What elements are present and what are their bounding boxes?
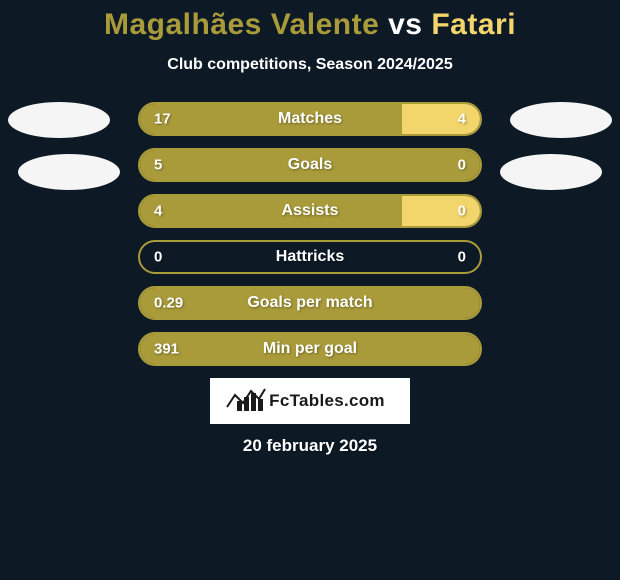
- stat-value-left: 0: [154, 249, 162, 266]
- stat-rows: 17 Matches 4 5 Goals 0 4 Assists 0: [138, 102, 482, 366]
- chart-area: 17 Matches 4 5 Goals 0 4 Assists 0: [0, 102, 620, 366]
- player1-photo-placeholder-2: [18, 154, 120, 190]
- stat-value-left: 17: [154, 111, 171, 128]
- player2-photo-placeholder: [510, 102, 612, 138]
- comparison-card: Magalhães Valente vs Fatari Club competi…: [0, 0, 620, 580]
- stat-value-left: 0.29: [154, 295, 183, 312]
- stat-bar-left: [140, 104, 402, 134]
- stat-bar-left: [140, 196, 402, 226]
- stat-value-right: 0: [458, 157, 466, 174]
- stat-label: Matches: [278, 110, 342, 128]
- stat-value-right: 0: [458, 203, 466, 220]
- stat-row-hattricks: 0 Hattricks 0: [138, 240, 482, 274]
- player2-photo-placeholder-2: [500, 154, 602, 190]
- stat-bar-right: [402, 104, 480, 134]
- date: 20 february 2025: [0, 436, 620, 456]
- subtitle: Club competitions, Season 2024/2025: [0, 56, 620, 74]
- stat-row-matches: 17 Matches 4: [138, 102, 482, 136]
- stat-row-assists: 4 Assists 0: [138, 194, 482, 228]
- stat-label: Goals per match: [247, 294, 372, 312]
- stat-value-right: 0: [458, 249, 466, 266]
- stat-value-right: 4: [458, 111, 466, 128]
- logo-box: FcTables.com: [210, 378, 410, 424]
- player2-name: Fatari: [431, 8, 516, 41]
- stat-bar-right: [402, 196, 480, 226]
- stat-value-left: 5: [154, 157, 162, 174]
- stat-row-goals-per-match: 0.29 Goals per match: [138, 286, 482, 320]
- stat-label: Hattricks: [276, 248, 344, 266]
- vs-separator: vs: [388, 8, 422, 41]
- fctables-icon: [235, 391, 263, 411]
- stat-label: Assists: [282, 202, 339, 220]
- stat-row-min-per-goal: 391 Min per goal: [138, 332, 482, 366]
- stat-value-left: 4: [154, 203, 162, 220]
- stat-row-goals: 5 Goals 0: [138, 148, 482, 182]
- player1-photo-placeholder: [8, 102, 110, 138]
- title: Magalhães Valente vs Fatari: [0, 8, 620, 42]
- stat-label: Min per goal: [263, 340, 357, 358]
- player1-name: Magalhães Valente: [104, 8, 379, 41]
- stat-label: Goals: [288, 156, 332, 174]
- stat-value-left: 391: [154, 341, 179, 358]
- logo-text: FcTables.com: [269, 391, 385, 411]
